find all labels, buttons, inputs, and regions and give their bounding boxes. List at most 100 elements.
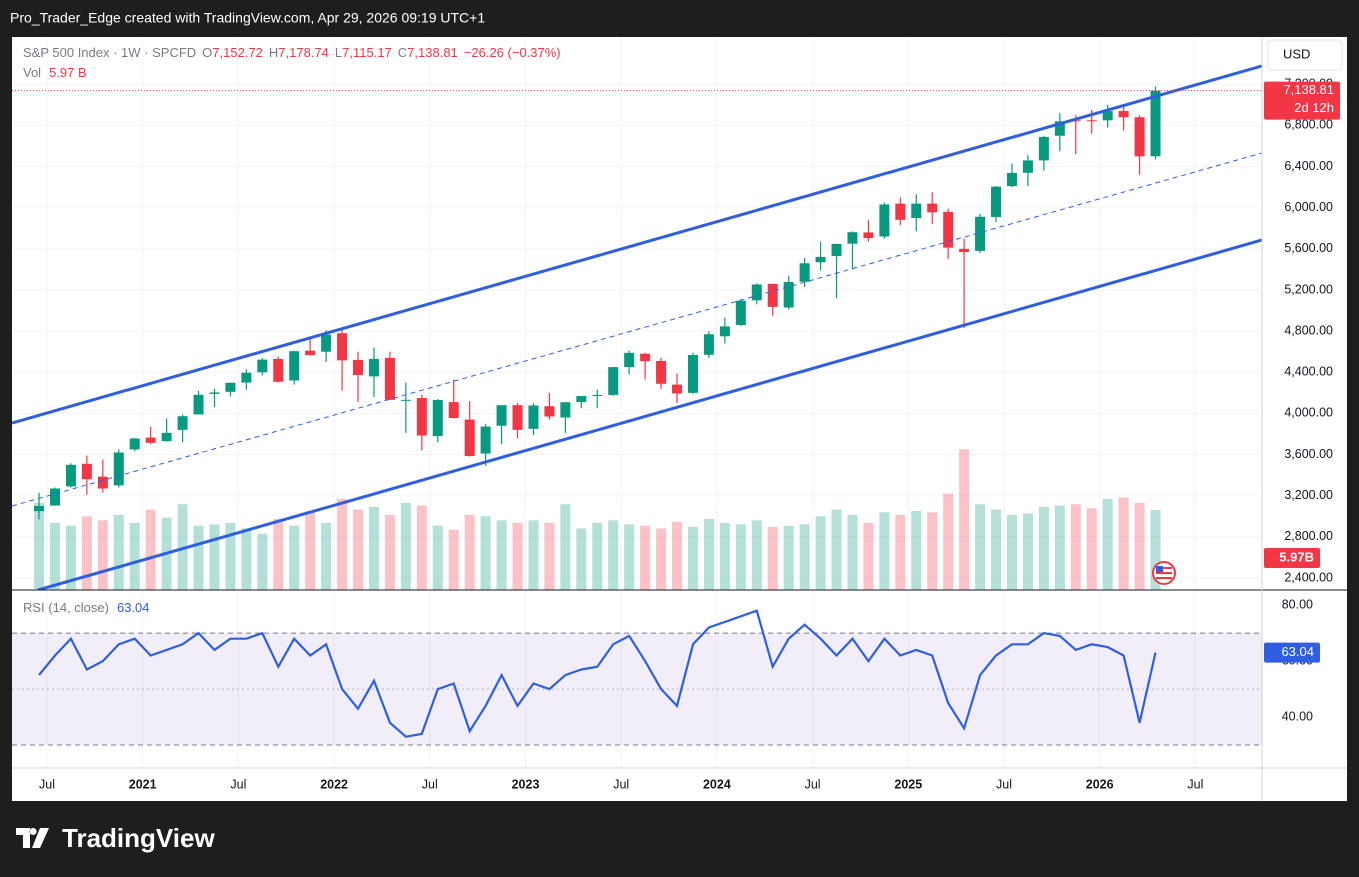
candle-body [799,263,810,282]
y-tick-label: 6,400.00 [1284,159,1333,173]
candle-body [1150,90,1161,157]
volume-bar [337,498,348,590]
volume-bar [751,520,762,590]
volume-bar [863,523,874,590]
candle-body [225,382,236,392]
axes: 2,400.00 2,800.00 3,200.00 3,600.00 4,000.00… [39,77,1333,792]
currency-box[interactable] [1267,39,1343,71]
candle-body [1054,121,1065,136]
y-tick-label: 3,600.00 [1284,447,1333,461]
volume-bar [735,524,746,590]
candle-body [640,353,651,362]
volume-bar [1070,504,1081,590]
flag-stripe [1156,567,1172,569]
candle-body [1070,120,1081,122]
volume-bar [943,493,954,590]
rsi-pill [1264,642,1320,663]
x-tick-label: 2025 [894,777,922,791]
y-tick-label: 4,000.00 [1284,406,1333,420]
volume-bar [1038,506,1049,590]
candle-body [544,406,555,417]
currency[interactable]: USD [1283,46,1310,61]
volume-bar [640,525,651,590]
candle-body [1102,111,1113,121]
candle-body [975,216,986,251]
volume-bar [1118,497,1129,590]
volume-bar [321,523,332,590]
candle-body [911,203,922,219]
y-tick-label: 6,000.00 [1284,200,1333,214]
volume-bar [847,514,858,590]
volume-bar [783,525,794,590]
volume-bar [65,525,76,590]
volume-bar [544,523,555,590]
volume-pill [1264,548,1320,568]
flag-stripe [1156,577,1172,579]
x-tick-label: 2023 [512,777,540,791]
flag-canton [1156,566,1163,572]
candle-body [735,300,746,325]
x-tick-label: 2024 [703,777,731,791]
rsi-legend-value: 63.04 [117,600,150,615]
candle-body [576,396,587,403]
x-tick-label: Jul [422,777,438,791]
volume-bar [353,509,364,590]
candle-body [927,203,938,213]
logo-mark [16,828,49,848]
volume-legend-name: Vol [23,65,41,80]
legend-o: O [202,45,212,60]
candle-body [512,405,523,430]
rsi-line [38,609,1157,738]
candle-body [703,334,714,355]
currency-button[interactable]: USD [1267,39,1343,71]
volume-bar [959,449,970,590]
candle-body [400,399,411,401]
footer-brand: TradingView [62,823,215,853]
volume-bar [560,504,571,590]
volume-bar [97,520,108,590]
candle-body [656,360,667,384]
y-tick-label: 6,800.00 [1284,118,1333,132]
channel-lower [37,238,1262,590]
candle-body [81,463,92,480]
volume-bar [703,518,714,590]
candle-body [895,203,906,220]
volume-bar [305,512,316,590]
candle-body [145,437,156,443]
x-tick-label: Jul [39,777,55,791]
candle-body [863,232,874,239]
candle-body [767,283,778,307]
candle-body [592,394,603,396]
candle-body [464,419,475,456]
legend-close: 7,138.81 [407,45,458,60]
volume-bar [49,523,60,590]
y-tick-label: 2,800.00 [1284,529,1333,543]
y-tick-label: 5,200.00 [1284,282,1333,296]
volume-bar [512,523,523,590]
candle-body [1006,172,1017,187]
x-tick-label: Jul [613,777,629,791]
candle-body [321,334,332,352]
volume-bar [1102,498,1113,590]
candle-body [991,186,1002,217]
legend-low: 7,115.17 [342,45,392,60]
x-tick-label: Jul [805,777,821,791]
candle-body [496,405,507,426]
candle-body [416,397,427,436]
volume-bar [1086,508,1097,590]
x-tick-label: Jul [230,777,246,791]
x-tick-label: Jul [996,777,1012,791]
volume-bar [895,514,906,590]
volume-bar [767,527,778,590]
grid [12,37,1262,768]
volume-bar [927,512,938,590]
legend-high: 7,178.74 [278,45,329,60]
rsi-legend-name: RSI (14, close) [23,600,109,615]
candle-body [368,358,379,377]
candle-body [783,281,794,308]
volume-bar [975,504,986,590]
rsi-tick-label: 80.00 [1282,597,1313,611]
volume-bar [400,502,411,590]
y-tick-label: 5,600.00 [1284,241,1333,255]
